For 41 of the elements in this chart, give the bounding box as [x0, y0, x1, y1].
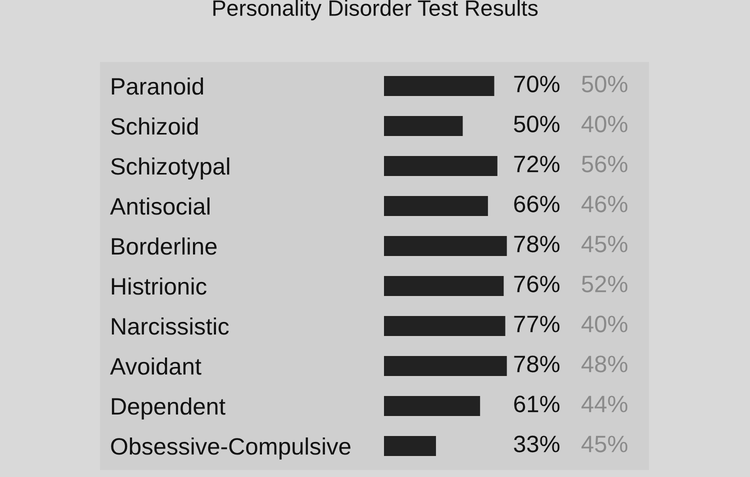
bar — [384, 356, 507, 376]
text: 40% — [581, 116, 628, 132]
y-tick-label: Narcissistic — [112, 317, 229, 335]
y-tick-label: Avoidant — [110, 357, 202, 375]
data-label: 78% — [514, 236, 560, 252]
data-label: 50% — [514, 116, 560, 132]
y-tick-label: Paranoid — [112, 77, 203, 95]
bar — [384, 236, 507, 256]
data-label: 72% — [514, 156, 560, 172]
bar — [384, 316, 506, 336]
y-tick-label: Borderline — [112, 237, 217, 255]
text: 48% — [581, 356, 628, 372]
text: 52% — [582, 276, 628, 292]
bar — [384, 396, 480, 416]
y-tick-label: Obsessive-Compulsive — [111, 437, 350, 460]
bar — [384, 436, 436, 456]
data-label: 78% — [514, 356, 560, 372]
data-label: 76% — [514, 276, 560, 292]
text: 45% — [581, 236, 628, 252]
text: 46% — [581, 196, 628, 212]
bar — [384, 76, 494, 96]
text: 56% — [582, 156, 628, 172]
y-tick-label: Schizoid — [111, 117, 198, 135]
data-label: 70% — [514, 76, 560, 92]
text: 50% — [582, 76, 628, 92]
text: 45% — [581, 436, 628, 452]
y-tick-label: Schizotypal — [111, 157, 230, 180]
y-tick-label: Histrionic — [112, 277, 206, 295]
text: 44% — [581, 396, 628, 412]
bar — [384, 196, 488, 216]
data-label: 61% — [514, 396, 560, 412]
data-label: 33% — [514, 436, 560, 452]
y-tick-label: Dependent — [112, 397, 226, 420]
data-label: 77% — [514, 316, 560, 332]
y-tick-label: Antisocial — [110, 197, 210, 215]
chart-title: Personality Disorder Test Results — [213, 0, 538, 20]
data-label: 66% — [514, 196, 560, 212]
bar — [384, 156, 498, 176]
text: 40% — [581, 316, 628, 332]
bar — [384, 276, 504, 296]
bar — [384, 116, 463, 136]
